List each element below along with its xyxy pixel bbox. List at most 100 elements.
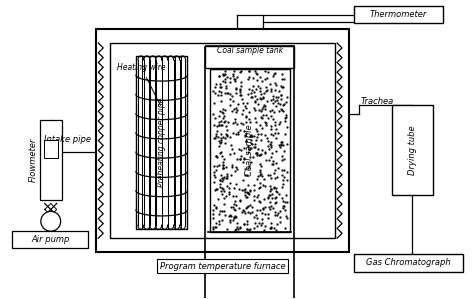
Point: [236, 187, 243, 192]
Point: [228, 109, 236, 113]
Point: [228, 147, 236, 151]
Point: [221, 77, 228, 81]
Point: [239, 107, 247, 112]
Point: [270, 71, 277, 76]
Point: [252, 94, 259, 99]
Point: [219, 72, 227, 77]
Point: [276, 215, 283, 220]
Point: [277, 107, 284, 112]
Point: [211, 116, 219, 120]
Point: [267, 89, 275, 94]
Point: [269, 133, 276, 138]
Point: [279, 184, 286, 189]
Point: [223, 90, 230, 95]
Point: [211, 85, 219, 90]
Point: [216, 222, 223, 227]
Point: [246, 119, 254, 124]
Point: [218, 123, 226, 128]
Point: [282, 100, 290, 105]
Point: [272, 186, 280, 191]
Point: [256, 153, 264, 158]
Point: [236, 156, 244, 161]
Point: [278, 196, 285, 200]
Point: [258, 115, 266, 120]
Point: [219, 218, 226, 222]
Point: [260, 196, 267, 201]
Point: [220, 157, 228, 162]
Point: [227, 214, 235, 219]
Point: [217, 182, 224, 187]
Point: [250, 134, 257, 138]
Point: [212, 153, 220, 158]
Point: [215, 74, 222, 79]
Point: [246, 147, 253, 151]
Point: [220, 120, 228, 124]
Point: [210, 180, 218, 184]
Point: [216, 141, 224, 146]
Point: [221, 72, 229, 77]
Point: [214, 93, 221, 98]
Point: [215, 211, 222, 216]
Point: [278, 85, 285, 90]
Point: [267, 225, 275, 230]
Point: [256, 95, 264, 100]
Point: [271, 98, 279, 103]
Point: [276, 120, 283, 125]
Point: [253, 195, 260, 200]
Point: [258, 126, 266, 131]
Point: [211, 175, 219, 180]
Bar: [392, 106, 433, 195]
Point: [268, 176, 275, 180]
Point: [269, 151, 276, 156]
Point: [248, 87, 256, 92]
Point: [241, 186, 249, 191]
Point: [253, 151, 260, 155]
Point: [219, 176, 227, 181]
Point: [278, 107, 286, 112]
Point: [221, 213, 228, 217]
Point: [253, 208, 260, 213]
Point: [243, 205, 251, 209]
Point: [261, 224, 269, 229]
Point: [227, 219, 234, 224]
Point: [219, 162, 227, 167]
Point: [226, 151, 234, 156]
Point: [213, 154, 220, 159]
Point: [222, 132, 229, 137]
Point: [212, 205, 219, 209]
Point: [264, 116, 271, 120]
Circle shape: [41, 211, 61, 231]
Point: [249, 155, 256, 160]
Point: [246, 192, 253, 197]
Point: [254, 71, 261, 76]
Point: [253, 150, 260, 155]
Point: [267, 187, 275, 191]
Point: [219, 111, 227, 115]
Bar: [44, 140, 58, 158]
Point: [255, 193, 262, 197]
Point: [271, 88, 278, 93]
Point: [226, 79, 234, 84]
Point: [237, 83, 245, 88]
Point: [260, 228, 268, 233]
Point: [264, 211, 272, 216]
Point: [253, 216, 260, 220]
Point: [282, 208, 289, 213]
Point: [279, 204, 286, 209]
Point: [264, 70, 272, 74]
Point: [219, 163, 227, 168]
Point: [219, 166, 227, 170]
Point: [256, 161, 264, 166]
Point: [216, 138, 223, 143]
Point: [237, 93, 245, 97]
Point: [263, 76, 271, 81]
Point: [234, 131, 242, 136]
Point: [246, 227, 254, 231]
Point: [274, 100, 282, 105]
Point: [261, 76, 269, 81]
Point: [275, 89, 283, 94]
Point: [252, 212, 260, 217]
Text: Preheating copper pipe: Preheating copper pipe: [157, 98, 166, 187]
Point: [257, 115, 265, 119]
Point: [221, 91, 229, 95]
